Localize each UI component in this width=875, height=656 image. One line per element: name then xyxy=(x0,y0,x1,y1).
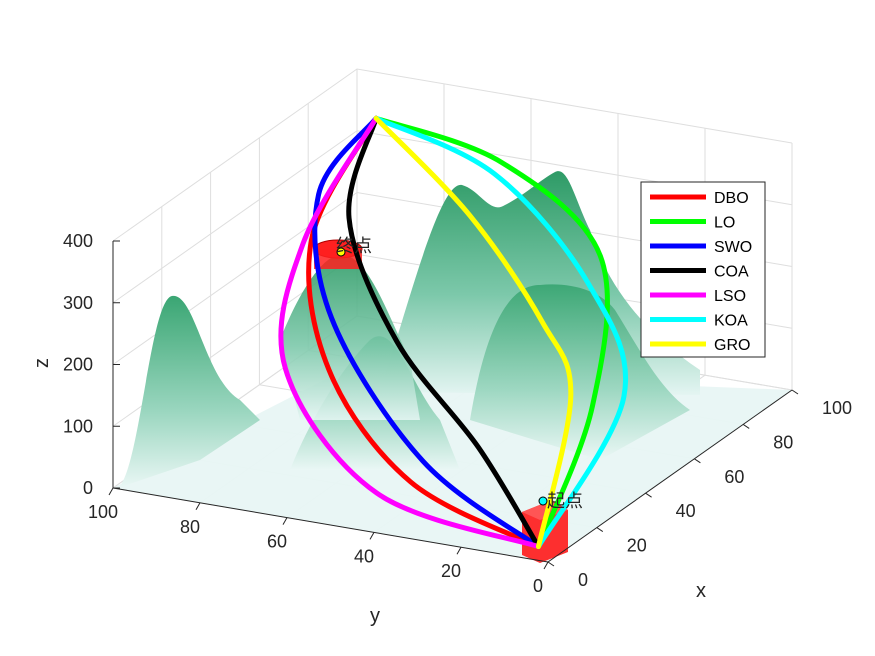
x-tick xyxy=(645,492,652,498)
y-tick-label: 80 xyxy=(180,517,200,537)
legend-label-gro: GRO xyxy=(714,337,750,354)
x-tick xyxy=(791,389,799,395)
path-lo xyxy=(373,115,610,550)
x-tick xyxy=(742,423,750,429)
y-tick xyxy=(195,502,201,511)
legend-label-lso: LSO xyxy=(714,288,746,305)
y-tick-label: 20 xyxy=(441,561,461,581)
start-label: 起点 xyxy=(547,491,583,512)
legend-label-coa: COA xyxy=(714,264,749,281)
y-tick xyxy=(282,517,288,525)
axis-ticks: 0 20 40 60 80 100 0 20 40 60 80 100 0 100 200 300 400 xyxy=(63,231,852,596)
y-tick xyxy=(369,532,375,540)
y-tick xyxy=(108,487,114,496)
path-koa xyxy=(373,115,629,550)
path-lso xyxy=(278,115,541,550)
path-gro xyxy=(373,115,574,550)
legend-label-lo: LO xyxy=(714,215,735,232)
x-tick xyxy=(547,561,555,567)
start-point xyxy=(538,496,548,506)
x-axis-label: x xyxy=(696,580,706,602)
end-label: 终点 xyxy=(336,236,372,257)
grid-line xyxy=(112,68,793,242)
y-tick xyxy=(456,546,462,555)
y-tick-label: 60 xyxy=(267,532,287,552)
path-coa xyxy=(346,115,541,550)
x-tick-label: 80 xyxy=(773,432,793,452)
y-tick-label: 100 xyxy=(88,502,118,522)
z-tick-label: 0 xyxy=(83,478,93,498)
z-tick-label: 200 xyxy=(63,355,93,375)
peak-far-left xyxy=(118,295,260,488)
end-point xyxy=(336,247,346,257)
y-tick-label: 0 xyxy=(533,576,543,596)
legend-label-swo: SWO xyxy=(714,239,752,256)
path-lines xyxy=(278,115,629,550)
grid-line xyxy=(112,130,793,304)
legend-label-koa: KOA xyxy=(714,313,748,330)
y-tick xyxy=(543,561,549,570)
z-axis-label: z xyxy=(31,358,53,368)
x-tick-label: 20 xyxy=(627,536,647,556)
peak-front-left xyxy=(280,254,420,420)
y-axis-label: y xyxy=(370,605,380,627)
x-tick-label: 60 xyxy=(724,467,744,487)
y-tick-label: 40 xyxy=(354,546,374,566)
x-tick xyxy=(596,527,604,533)
path-swo xyxy=(312,115,541,550)
legend-label-dbo: DBO xyxy=(714,190,749,207)
x-tick xyxy=(694,458,701,464)
z-tick-label: 300 xyxy=(63,293,93,313)
peak-right xyxy=(470,284,690,460)
legend: DBO LO SWO COA LSO KOA GRO xyxy=(640,181,766,358)
x-tick-label: 100 xyxy=(822,398,852,418)
z-tick-label: 400 xyxy=(63,231,93,251)
z-tick-label: 100 xyxy=(63,416,93,436)
x-tick-label: 40 xyxy=(676,501,696,521)
x-tick-label: 0 xyxy=(578,570,588,590)
